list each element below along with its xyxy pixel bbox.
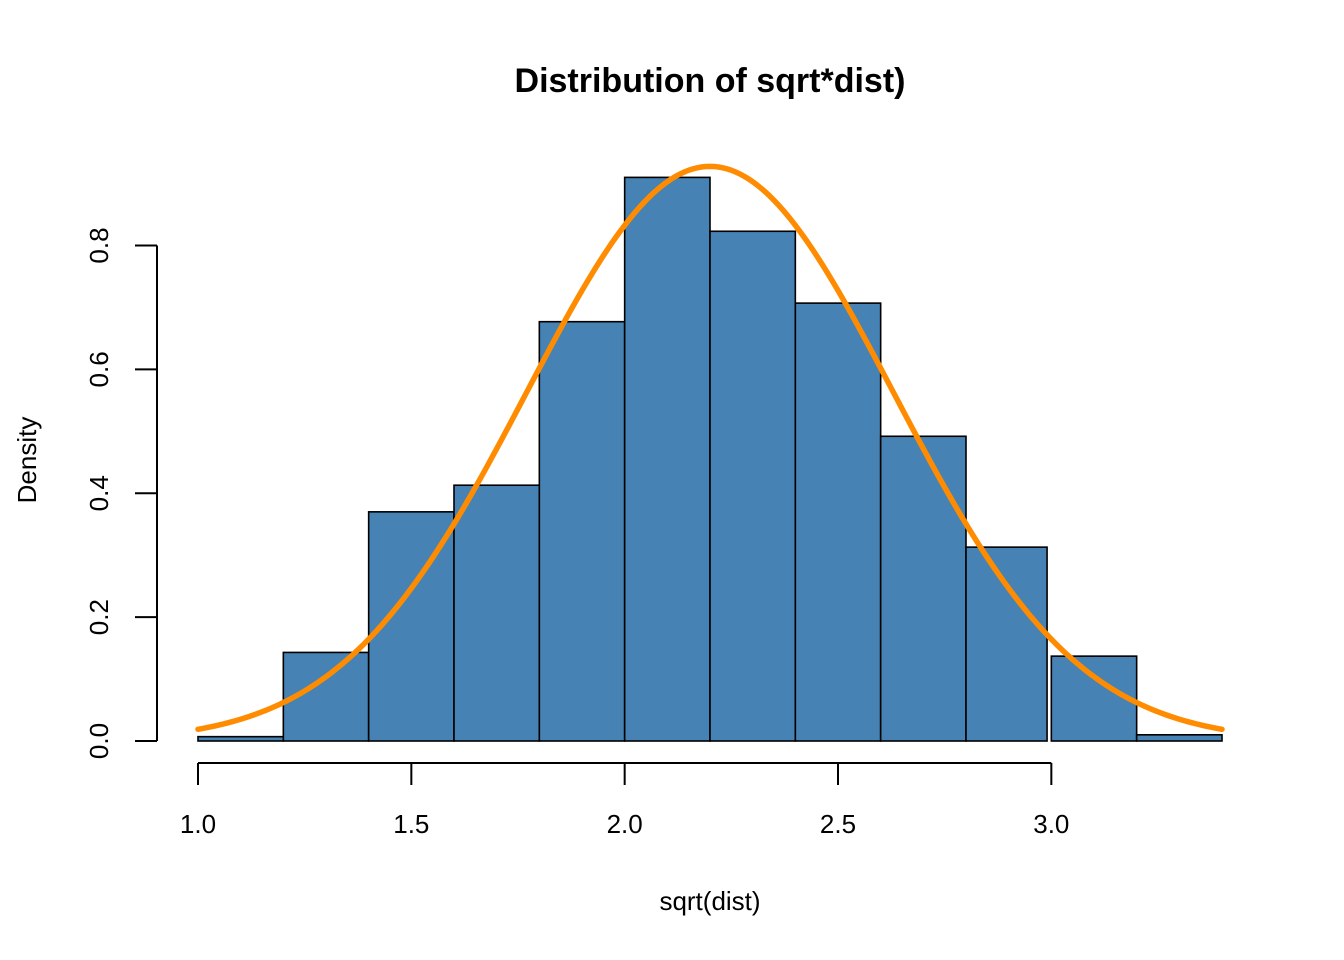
y-tick-label: 0.8 (84, 227, 114, 263)
x-axis: 1.0 1.5 2.0 2.5 3.0 (180, 762, 1069, 839)
histogram-bar-7 (709, 230, 797, 742)
histogram-bar-1 (197, 735, 285, 742)
histogram-bar-4 (453, 484, 541, 742)
x-tick-label: 2.5 (820, 809, 856, 839)
curve-group (195, 163, 1225, 733)
histogram-bar-11 (1050, 655, 1138, 742)
density-curve (195, 163, 1225, 733)
y-axis: 0.0 0.2 0.4 0.6 0.8 (84, 227, 158, 759)
x-axis-label: sqrt(dist) (659, 886, 760, 916)
x-tick-label: 2.0 (607, 809, 643, 839)
bars-group (197, 176, 1223, 742)
chart-title: Distribution of sqrt*dist) (515, 62, 906, 100)
histogram-bar-9 (879, 435, 967, 742)
histogram-bar-5 (538, 320, 626, 742)
y-axis-label: Density (12, 417, 42, 504)
y-tick-label: 0.4 (84, 475, 114, 511)
x-tick-label: 1.0 (180, 809, 216, 839)
y-tick-label: 0.2 (84, 599, 114, 635)
histogram-bar-8 (794, 302, 882, 742)
y-tick-label: 0.6 (84, 351, 114, 387)
histogram-bar-6 (623, 176, 711, 742)
x-tick-label: 1.5 (393, 809, 429, 839)
histogram-bar-12 (1135, 734, 1223, 742)
histogram-bar-10 (965, 546, 1048, 742)
y-tick-label: 0.0 (84, 723, 114, 759)
x-tick-label: 3.0 (1033, 809, 1069, 839)
